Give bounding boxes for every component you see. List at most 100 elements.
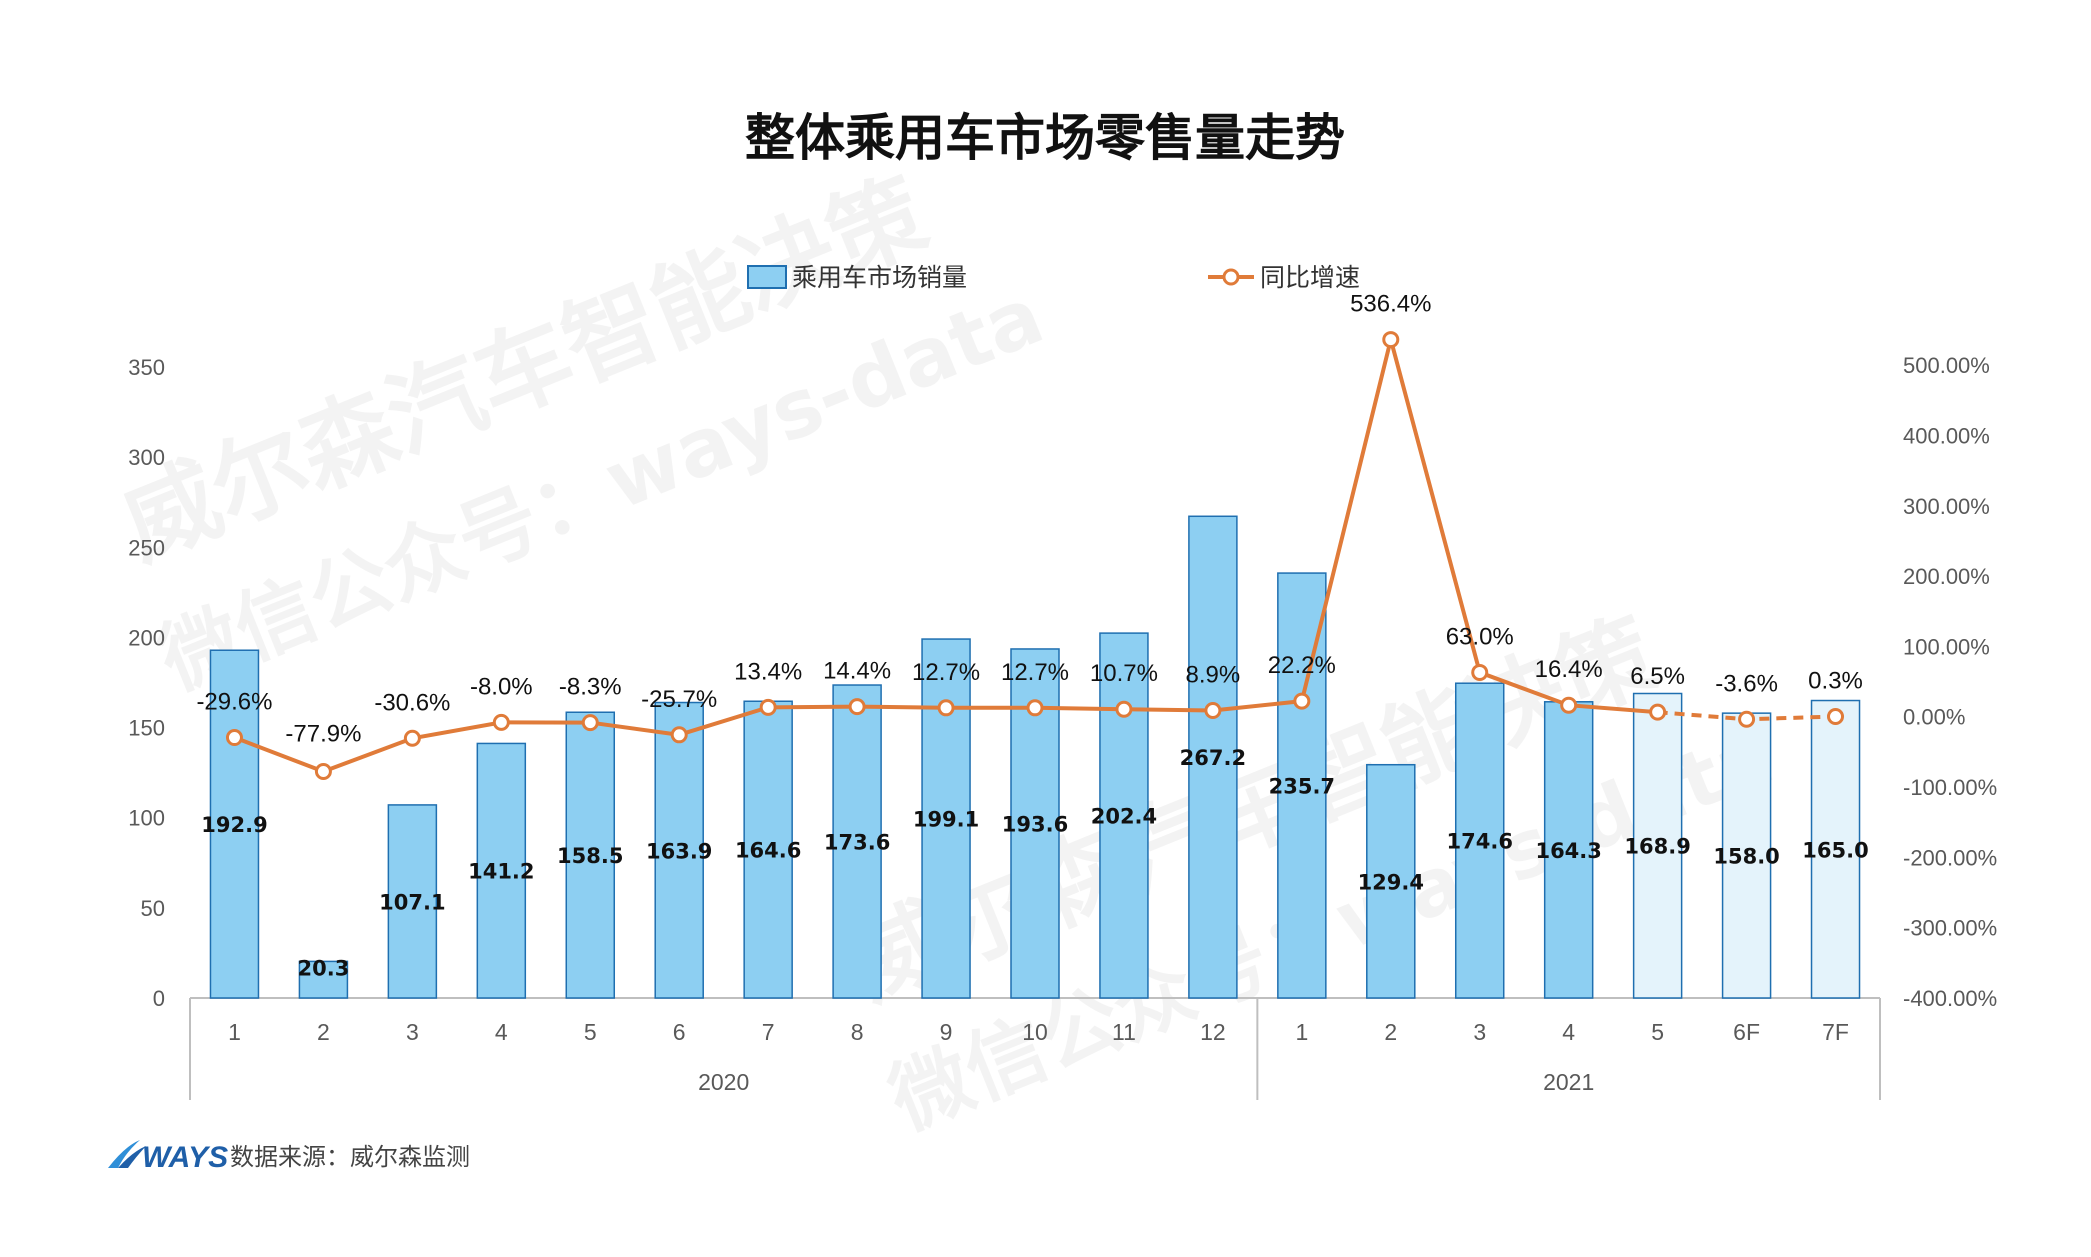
x-tick-label: 5 xyxy=(1651,1019,1664,1045)
bar-value-label: 164.6 xyxy=(735,839,801,863)
bar-value-label: 192.9 xyxy=(201,813,267,837)
yoy-point xyxy=(492,713,510,731)
y-left-tick-label: 350 xyxy=(128,355,165,380)
bar-value-label: 165.0 xyxy=(1802,838,1868,862)
yoy-value-label: -77.9% xyxy=(285,721,361,748)
x-tick-label: 7F xyxy=(1822,1019,1849,1045)
bar-value-label: 158.0 xyxy=(1713,845,1779,869)
yoy-value-label: -3.6% xyxy=(1715,670,1778,697)
bar xyxy=(1810,699,1861,999)
yoy-point xyxy=(1026,699,1044,717)
yoy-value-label: 63.0% xyxy=(1446,623,1514,650)
legend-bar-swatch xyxy=(747,265,787,289)
yoy-point xyxy=(670,726,688,744)
yoy-point xyxy=(848,698,866,716)
yoy-point xyxy=(1115,700,1133,718)
logo-text: WAYS xyxy=(142,1141,228,1174)
chart-title: 整体乘用车市场零售量走势 xyxy=(745,109,1345,167)
bar xyxy=(387,804,438,999)
yoy-value-label: 12.7% xyxy=(912,659,980,686)
y-right-tick-label: 100.00% xyxy=(1903,634,1990,659)
bar xyxy=(1543,701,1594,999)
axes: 0 50 100 150 200 250 300 350 -400.00% -300.00% -20… xyxy=(128,353,1997,1100)
y-left-tick-label: 300 xyxy=(128,445,165,470)
y-right-tick-label: -300.00% xyxy=(1903,916,1997,941)
x-tick-label: 6F xyxy=(1733,1019,1760,1045)
y-left-tick-label: 200 xyxy=(128,625,165,650)
yoy-point xyxy=(403,729,421,747)
yoy-point xyxy=(1293,692,1311,710)
y-right-tick-label: -400.00% xyxy=(1903,986,1997,1011)
x-tick-label: 10 xyxy=(1022,1019,1048,1045)
y-left-tick-label: 0 xyxy=(153,986,165,1011)
yoy-point xyxy=(581,714,599,732)
x-tick-label: 8 xyxy=(851,1019,864,1045)
yoy-point xyxy=(759,698,777,716)
bar-value-label: 164.3 xyxy=(1535,839,1601,863)
y-right-tick-label: -200.00% xyxy=(1903,845,1997,870)
bar-labels: 192.9 20.3 107.1 141.2 158.5 163.9 164.6 173.6 1… xyxy=(201,746,1868,980)
legend-line-marker xyxy=(1222,268,1240,286)
yoy-value-label: -29.6% xyxy=(196,689,272,716)
yoy-line xyxy=(225,331,1845,781)
yoy-point xyxy=(1471,663,1489,681)
y-left-tick-label: 100 xyxy=(128,806,165,831)
yoy-value-label: 22.2% xyxy=(1268,652,1336,679)
bar-value-label: 158.5 xyxy=(557,844,623,868)
ways-logo: WAYS xyxy=(108,1140,228,1174)
yoy-point xyxy=(1738,710,1756,728)
yoy-value-label: 0.3% xyxy=(1808,668,1863,695)
x-tick-label: 1 xyxy=(1295,1019,1308,1045)
yoy-point xyxy=(1560,696,1578,714)
yoy-value-label: 8.9% xyxy=(1186,661,1241,688)
line-labels: -29.6% -77.9% -30.6% -8.0% -8.3% -25.7% 13.4% 1… xyxy=(196,291,1862,748)
x-tick-label: 6 xyxy=(673,1019,686,1045)
bar-value-label: 129.4 xyxy=(1358,870,1424,894)
yoy-point xyxy=(314,763,332,781)
bar xyxy=(1099,632,1149,999)
x-tick-label: 2 xyxy=(1384,1019,1397,1045)
bars xyxy=(209,515,1861,999)
yoy-value-label: 14.4% xyxy=(823,658,891,685)
bar xyxy=(298,960,349,999)
yoy-point xyxy=(225,729,243,747)
yoy-point xyxy=(1204,701,1222,719)
bar xyxy=(565,711,616,999)
bar xyxy=(654,701,704,999)
y-right-tick-label: 0.00% xyxy=(1903,705,1965,730)
x-tick-label: 9 xyxy=(940,1019,953,1045)
yoy-value-label: 536.4% xyxy=(1350,291,1431,318)
bar-value-label: 199.1 xyxy=(913,808,979,832)
y-left-tick-label: 250 xyxy=(128,535,165,560)
source-note: 数据来源：威尔森监测 xyxy=(230,1143,470,1171)
yoy-value-label: -25.7% xyxy=(641,686,717,713)
bar-value-label: 173.6 xyxy=(824,831,890,855)
yoy-value-label: -8.3% xyxy=(559,674,622,701)
yoy-value-label: -8.0% xyxy=(470,673,533,700)
bar-value-label: 107.1 xyxy=(379,890,445,914)
bar xyxy=(921,638,971,999)
yoy-point xyxy=(1382,331,1400,349)
y-right-tick-label: 400.00% xyxy=(1903,423,1990,448)
legend-bar-label: 乘用车市场销量 xyxy=(792,263,967,292)
bar xyxy=(209,649,260,999)
y-right-tick-label: 300.00% xyxy=(1903,494,1990,519)
legend-line-label: 同比增速 xyxy=(1260,263,1360,292)
legend: 乘用车市场销量 同比增速 xyxy=(747,263,1360,292)
bar-value-label: 163.9 xyxy=(646,839,712,863)
x-tick-label: 1 xyxy=(228,1019,241,1045)
bar-value-label: 168.9 xyxy=(1624,835,1690,859)
logo-swoosh-icon xyxy=(108,1140,140,1168)
bar xyxy=(1454,682,1505,999)
yoy-point xyxy=(1649,703,1667,721)
bar-value-label: 202.4 xyxy=(1091,805,1157,829)
x-tick-label: 11 xyxy=(1112,1019,1136,1045)
x-tick-label: 3 xyxy=(406,1019,419,1045)
bar-value-label: 267.2 xyxy=(1180,746,1246,770)
x-tick-label: 3 xyxy=(1473,1019,1486,1045)
x-tick-label: 7 xyxy=(762,1019,775,1045)
y-left-tick-label: 50 xyxy=(141,896,165,921)
bar-value-label: 20.3 xyxy=(298,956,350,980)
yoy-value-label: 12.7% xyxy=(1001,659,1069,686)
